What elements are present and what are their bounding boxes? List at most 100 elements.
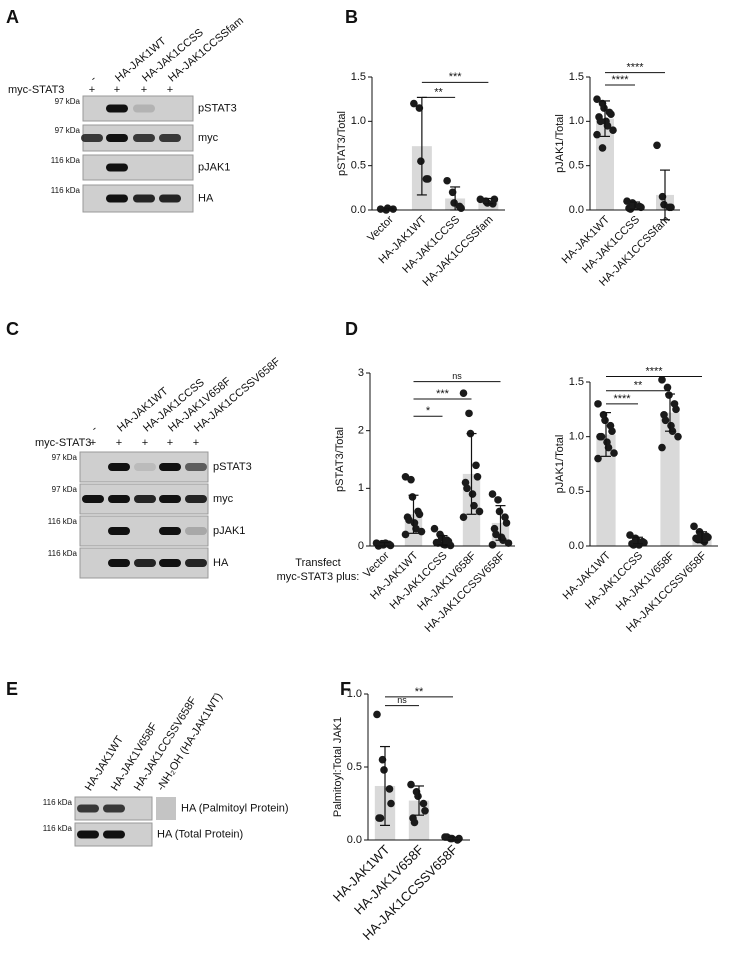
data-point [502,519,511,527]
data-point [457,204,465,213]
band [108,559,130,567]
data-point [408,493,417,501]
data-point [463,484,471,493]
x-tick-label: HA-JAK1CCSS [583,550,645,612]
data-point [610,449,618,457]
y-tick-label: 0.0 [347,834,362,846]
data-point [495,507,504,516]
band [159,463,181,471]
treatment-mark: + [167,437,173,449]
bar [596,118,614,210]
annotation: myc-STAT3 plus: [277,571,360,583]
band [185,495,207,503]
data-point [473,473,482,481]
band [159,495,181,503]
blot-label: myc [198,132,219,144]
data-point [446,541,455,550]
x-tick-label: Vector [365,213,396,244]
y-tick-label: 3 [358,367,364,379]
band [134,495,156,503]
treatment-mark: + [193,437,199,449]
blot-strip [82,154,194,181]
treatment-mark: + [141,84,147,96]
bar [596,434,616,546]
y-tick-label: 0.5 [347,761,362,773]
data-point [407,780,415,789]
y-tick-label: 0.0 [569,540,584,552]
significance-label: **** [626,61,644,73]
band [103,830,125,839]
significance-label: **** [645,365,663,377]
y-tick-label: 0.5 [569,485,584,497]
band [159,194,181,203]
lane-label: - [89,423,100,435]
data-point [594,454,602,463]
data-point [658,376,666,384]
significance-label: ** [434,86,443,98]
y-tick-label: 0.0 [351,204,366,216]
data-point [465,409,473,418]
data-point [674,432,682,441]
data-point [455,834,463,843]
band [106,134,128,142]
size-marker: 116 kDa [51,156,81,165]
data-point [468,490,477,498]
y-tick-label: 1 [358,482,364,494]
data-point [635,541,643,549]
size-marker: 116 kDa [48,549,78,558]
blot-label: pSTAT3 [213,461,252,473]
y-tick-label: 1.5 [569,376,584,388]
treatment-mark: + [114,84,120,96]
y-tick-label: 1.0 [569,115,584,127]
band [81,134,103,142]
data-point [461,478,470,487]
band [108,463,130,471]
band [103,804,125,813]
blot-label: HA [198,192,214,204]
band [133,194,155,203]
treatment-mark: + [142,437,148,449]
band [106,194,128,203]
y-tick-label: 0 [358,540,364,552]
y-tick-label: 0.0 [569,204,584,216]
y-tick-label: 1.0 [569,431,584,443]
size-marker: 97 kDa [55,126,81,135]
blot-label: pSTAT3 [198,102,237,114]
band [185,559,207,567]
band [134,559,156,567]
data-point [401,530,410,539]
blot-strip [156,797,176,820]
treatment-mark: + [167,84,173,96]
size-marker: 116 kDa [43,798,73,807]
significance-label: **** [611,74,629,86]
data-point [661,416,670,425]
size-marker: 97 kDa [55,97,81,106]
data-point [593,130,601,139]
data-point [663,383,672,392]
data-point [389,205,397,213]
data-point [667,203,675,212]
data-point [421,807,429,815]
data-point [415,510,424,519]
data-point [459,513,468,521]
data-point [626,531,634,539]
size-marker: 116 kDa [48,517,78,526]
significance-label: *** [449,71,463,83]
band [77,804,99,813]
y-axis-label: pJAK1/Total [554,114,566,173]
band [159,134,181,142]
size-marker: 97 kDa [52,453,78,462]
size-marker: 116 kDa [43,824,73,833]
treatment-mark: + [90,437,96,449]
data-point [600,104,608,112]
data-point [594,400,602,408]
blot-label: HA (Total Protein) [157,828,243,840]
data-point [501,513,509,521]
panel-letter: E [6,679,18,699]
significance-label: ns [397,695,407,705]
significance-label: ns [452,371,462,381]
data-point [488,541,497,549]
data-point [417,527,426,536]
blot-strip [79,515,209,547]
